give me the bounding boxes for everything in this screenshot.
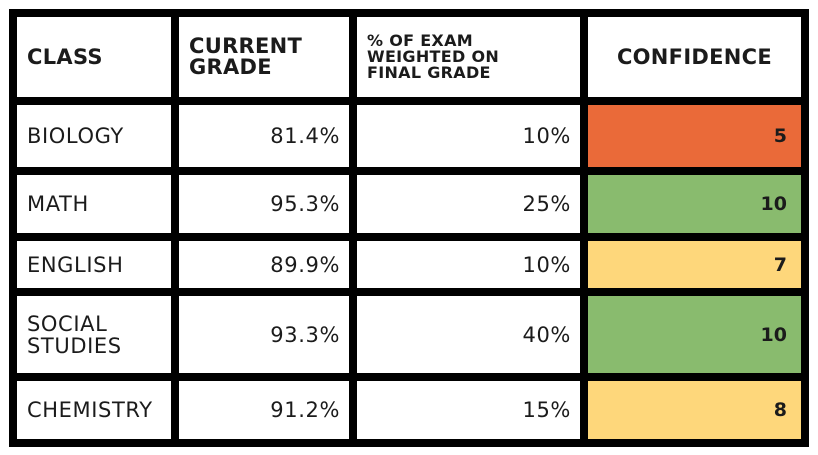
table-row-confidence: 10 bbox=[588, 175, 801, 233]
confidence-value: 7 bbox=[773, 253, 787, 276]
weight-value: 15% bbox=[522, 398, 571, 422]
class-name-line2: STUDIES bbox=[27, 333, 122, 358]
grade-value: 89.9% bbox=[270, 252, 340, 277]
table-row-weight: 40% bbox=[357, 296, 580, 373]
table-row-weight: 10% bbox=[357, 105, 580, 167]
table-row-grade: 89.9% bbox=[179, 241, 349, 288]
confidence-value: 10 bbox=[760, 323, 787, 346]
weight-value: 25% bbox=[522, 192, 571, 216]
confidence-value: 5 bbox=[773, 125, 787, 147]
table-row-grade: 91.2% bbox=[179, 381, 349, 439]
table-row-grade: 81.4% bbox=[179, 105, 349, 167]
table-row-grade: 93.3% bbox=[179, 296, 349, 373]
table-row-confidence: 10 bbox=[588, 296, 801, 373]
class-name: BIOLOGY bbox=[27, 124, 124, 148]
class-name: MATH bbox=[27, 192, 89, 216]
table-row-confidence: 7 bbox=[588, 241, 801, 288]
class-name: CHEMISTRY bbox=[27, 398, 153, 422]
table-row-confidence: 8 bbox=[588, 381, 801, 439]
table-row-class: ENGLISH bbox=[17, 241, 171, 288]
header-exam-weight: % OF EXAM WEIGHTED ON FINAL GRADE bbox=[357, 17, 580, 97]
table-row-class: BIOLOGY bbox=[17, 105, 171, 167]
table-row-class: MATH bbox=[17, 175, 171, 233]
grades-table: CLASS CURRENT GRADE % OF EXAM WEIGHTED O… bbox=[9, 9, 809, 447]
table-row-weight: 25% bbox=[357, 175, 580, 233]
header-grade-line1: CURRENT bbox=[189, 34, 303, 58]
table-row-class: CHEMISTRY bbox=[17, 381, 171, 439]
header-grade-line2: GRADE bbox=[189, 55, 272, 79]
confidence-value: 10 bbox=[760, 193, 787, 215]
table-row-confidence: 5 bbox=[588, 105, 801, 167]
class-name: ENGLISH bbox=[27, 252, 124, 277]
grade-value: 81.4% bbox=[270, 124, 340, 148]
header-weight-line1: % OF EXAM bbox=[367, 31, 473, 50]
header-class-label: CLASS bbox=[27, 44, 103, 69]
table-row-grade: 95.3% bbox=[179, 175, 349, 233]
table-row-weight: 15% bbox=[357, 381, 580, 439]
header-confidence: CONFIDENCE bbox=[588, 17, 801, 97]
header-confidence-label: CONFIDENCE bbox=[616, 44, 773, 69]
weight-value: 10% bbox=[522, 252, 571, 277]
table-row-weight: 10% bbox=[357, 241, 580, 288]
weight-value: 10% bbox=[522, 124, 571, 148]
header-class: CLASS bbox=[17, 17, 171, 97]
grade-value: 95.3% bbox=[270, 192, 340, 216]
header-weight-line2: WEIGHTED ON bbox=[367, 47, 500, 66]
grade-value: 93.3% bbox=[270, 322, 340, 347]
weight-value: 40% bbox=[522, 322, 571, 347]
header-current-grade: CURRENT GRADE bbox=[179, 17, 349, 97]
table-row-class: SOCIAL STUDIES bbox=[17, 296, 171, 373]
grade-value: 91.2% bbox=[270, 398, 340, 422]
confidence-value: 8 bbox=[773, 399, 787, 421]
class-name: SOCIAL bbox=[27, 311, 108, 336]
header-weight-line3: FINAL GRADE bbox=[367, 63, 491, 82]
